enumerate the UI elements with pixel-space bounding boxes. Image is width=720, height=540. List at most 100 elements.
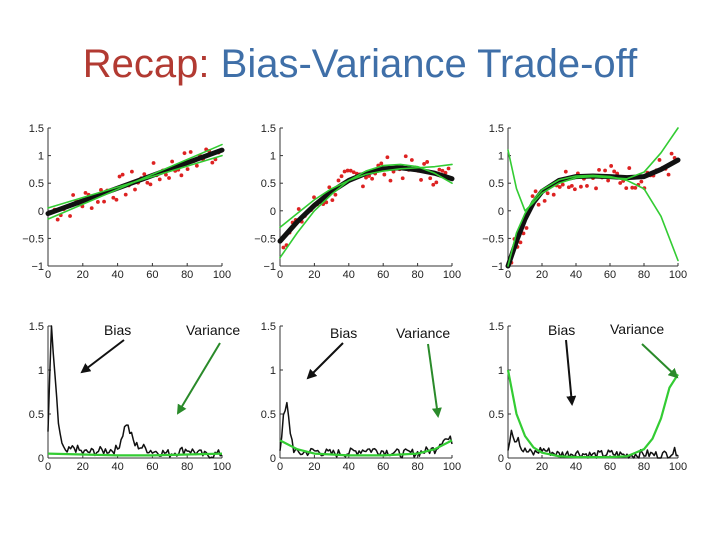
data-point xyxy=(281,245,286,250)
slide-title: Recap: Bias-Variance Trade-off xyxy=(0,42,720,87)
data-point xyxy=(296,207,301,211)
bias-arrow-3 xyxy=(565,339,577,406)
x-tick-label: 60 xyxy=(377,269,389,281)
data-point xyxy=(388,178,393,183)
y-tick-label: 0 xyxy=(38,453,44,465)
y-tick-label: 1 xyxy=(498,365,504,377)
data-point xyxy=(569,183,574,188)
sample-fit-line xyxy=(279,163,453,229)
data-point xyxy=(102,199,106,204)
data-point xyxy=(579,184,583,189)
bias-label-3: Bias xyxy=(548,322,575,338)
data-point xyxy=(536,202,541,207)
variance-curve xyxy=(47,452,223,457)
data-point xyxy=(437,167,442,172)
data-point xyxy=(83,190,88,195)
y-tick-label: −0.5 xyxy=(22,233,44,245)
y-tick-label: 0 xyxy=(270,206,276,218)
x-tick-label: 100 xyxy=(213,269,231,281)
sample-fit-line xyxy=(507,174,679,267)
variance-arrow-2 xyxy=(427,343,442,418)
x-tick-label: 40 xyxy=(111,269,123,281)
x-tick-label: 80 xyxy=(638,269,650,281)
x-tick-label: 0 xyxy=(277,461,283,473)
data-point xyxy=(123,192,128,197)
data-point xyxy=(560,182,565,187)
data-point xyxy=(551,192,556,197)
y-tick-label: 1.5 xyxy=(489,321,504,333)
data-point xyxy=(95,200,100,204)
x-tick-label: 40 xyxy=(570,461,582,473)
x-tick-label: 40 xyxy=(111,461,123,473)
sample-fit-line xyxy=(279,163,453,259)
y-tick-label: 0.5 xyxy=(29,409,44,421)
bias-arrow-2 xyxy=(306,342,344,380)
x-tick-label: 60 xyxy=(604,269,616,281)
data-point xyxy=(594,186,598,191)
data-point xyxy=(624,186,629,191)
chart-bottom-left: 0 20 40 60 80 100 0 0.5 1 1.5 xyxy=(29,321,231,473)
data-point xyxy=(164,172,168,177)
data-point xyxy=(419,178,423,182)
data-point xyxy=(364,175,368,180)
y-tick-label: 1 xyxy=(270,151,276,163)
chart-top-left: 0 20 40 60 80 100 −1 −0.5 0 0.5 1 1.5 xyxy=(22,123,231,281)
data-point xyxy=(400,176,405,181)
variance-curve xyxy=(279,439,453,457)
data-point xyxy=(585,184,589,188)
data-point xyxy=(330,198,335,203)
data-point xyxy=(409,158,414,162)
y-tick-label: 1.5 xyxy=(29,321,44,333)
data-point xyxy=(117,174,122,179)
title-main: Bias-Variance Trade-off xyxy=(220,42,638,86)
y-tick-label: 0.5 xyxy=(489,178,504,190)
data-point xyxy=(336,178,341,183)
data-point xyxy=(210,160,215,165)
data-point xyxy=(370,176,375,181)
x-tick-label: 20 xyxy=(77,269,89,281)
x-tick-label: 60 xyxy=(377,461,389,473)
y-tick-label: −1 xyxy=(491,261,504,273)
x-tick-label: 40 xyxy=(570,269,582,281)
data-point xyxy=(425,160,430,164)
y-tick-label: −1 xyxy=(31,261,44,273)
x-tick-label: 80 xyxy=(411,461,423,473)
data-point xyxy=(669,151,674,156)
data-point xyxy=(545,191,550,196)
data-point xyxy=(530,194,535,199)
y-tick-label: 1 xyxy=(270,365,276,377)
data-point xyxy=(130,169,134,174)
x-tick-label: 0 xyxy=(45,269,51,281)
data-point xyxy=(185,167,190,172)
data-point xyxy=(142,172,147,177)
data-point xyxy=(133,187,137,192)
data-point xyxy=(446,166,451,171)
data-point xyxy=(563,169,568,174)
data-point xyxy=(157,177,162,182)
x-tick-label: 60 xyxy=(146,461,158,473)
chart-bottom-middle: 0 20 40 60 80 100 0 0.5 1 1.5 xyxy=(261,321,461,473)
data-point xyxy=(603,168,607,173)
data-point xyxy=(657,158,662,162)
data-point xyxy=(120,172,125,177)
data-point xyxy=(385,155,390,160)
bias-arrow-1 xyxy=(80,339,125,374)
data-point xyxy=(89,206,94,211)
y-tick-label: 1.5 xyxy=(489,123,504,135)
mean-fit-line xyxy=(277,165,455,244)
variance-arrow-1 xyxy=(176,342,221,415)
data-point xyxy=(339,174,344,179)
x-tick-label: 20 xyxy=(536,461,548,473)
data-point xyxy=(422,162,426,166)
data-point xyxy=(379,161,384,166)
x-tick-label: 60 xyxy=(604,461,616,473)
data-point xyxy=(627,166,632,170)
data-point xyxy=(639,179,644,184)
variance-curve xyxy=(506,369,679,459)
data-point xyxy=(194,163,199,168)
data-point xyxy=(148,182,153,187)
data-point xyxy=(333,192,338,197)
x-tick-label: 40 xyxy=(343,461,355,473)
variance-label-1: Variance xyxy=(186,322,240,338)
x-tick-label: 20 xyxy=(536,269,548,281)
